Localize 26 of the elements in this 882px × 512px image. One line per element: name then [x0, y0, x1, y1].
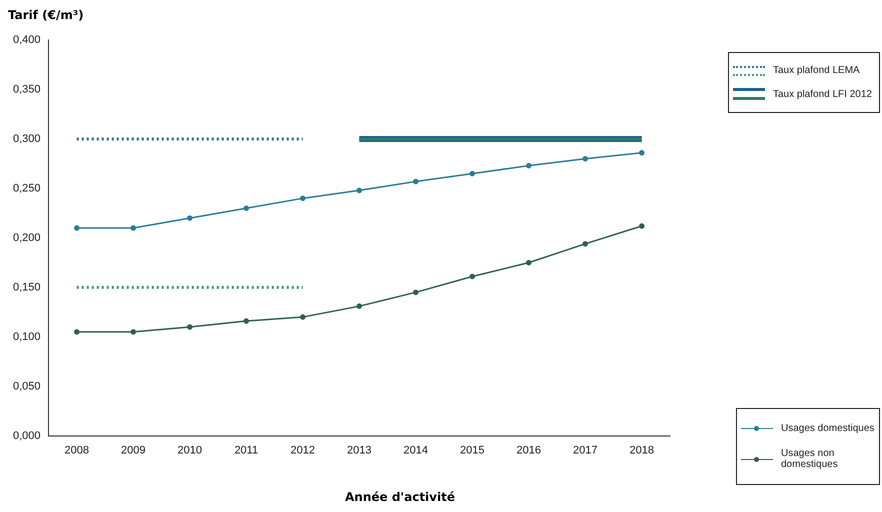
- x-tick-label: 2012: [290, 444, 316, 456]
- x-axis-title: Année d'activité: [344, 490, 456, 504]
- y-tick-label: 0,250: [12, 182, 41, 194]
- x-tick-label: 2010: [178, 444, 202, 456]
- legend-label: Taux plafond LEMA: [773, 65, 860, 76]
- x-tick-label: 2017: [573, 444, 598, 456]
- y-tick-label: 0,150: [12, 281, 41, 294]
- x-tick-label: 2016: [516, 444, 541, 456]
- legend-label: Usages non domestiques: [781, 448, 839, 470]
- x-tick-label: 2009: [121, 444, 146, 456]
- y-tick-label: 0,300: [12, 132, 41, 145]
- y-tick-label: 0,350: [12, 84, 41, 96]
- legend-label: Usages domestiques: [781, 423, 874, 434]
- y-tick-label: 0,400: [12, 34, 41, 46]
- y-tick-label: 0,000: [12, 430, 41, 442]
- x-tick-label: 2015: [460, 444, 484, 456]
- x-tick-label: 2018: [630, 444, 654, 456]
- x-tick-label: 2014: [404, 444, 428, 456]
- legend-label: Taux plafond LFI 2012: [773, 88, 872, 100]
- y-tick-label: 0,050: [12, 380, 41, 392]
- x-tick-label: 2011: [234, 444, 258, 456]
- x-tick-label: 2008: [64, 444, 90, 456]
- y-axis-title: Tarif (€/m³): [8, 8, 84, 22]
- y-tick-label: 0,100: [12, 330, 41, 343]
- y-tick-label: 0,200: [12, 232, 41, 244]
- x-tick-label: 2013: [347, 444, 372, 456]
